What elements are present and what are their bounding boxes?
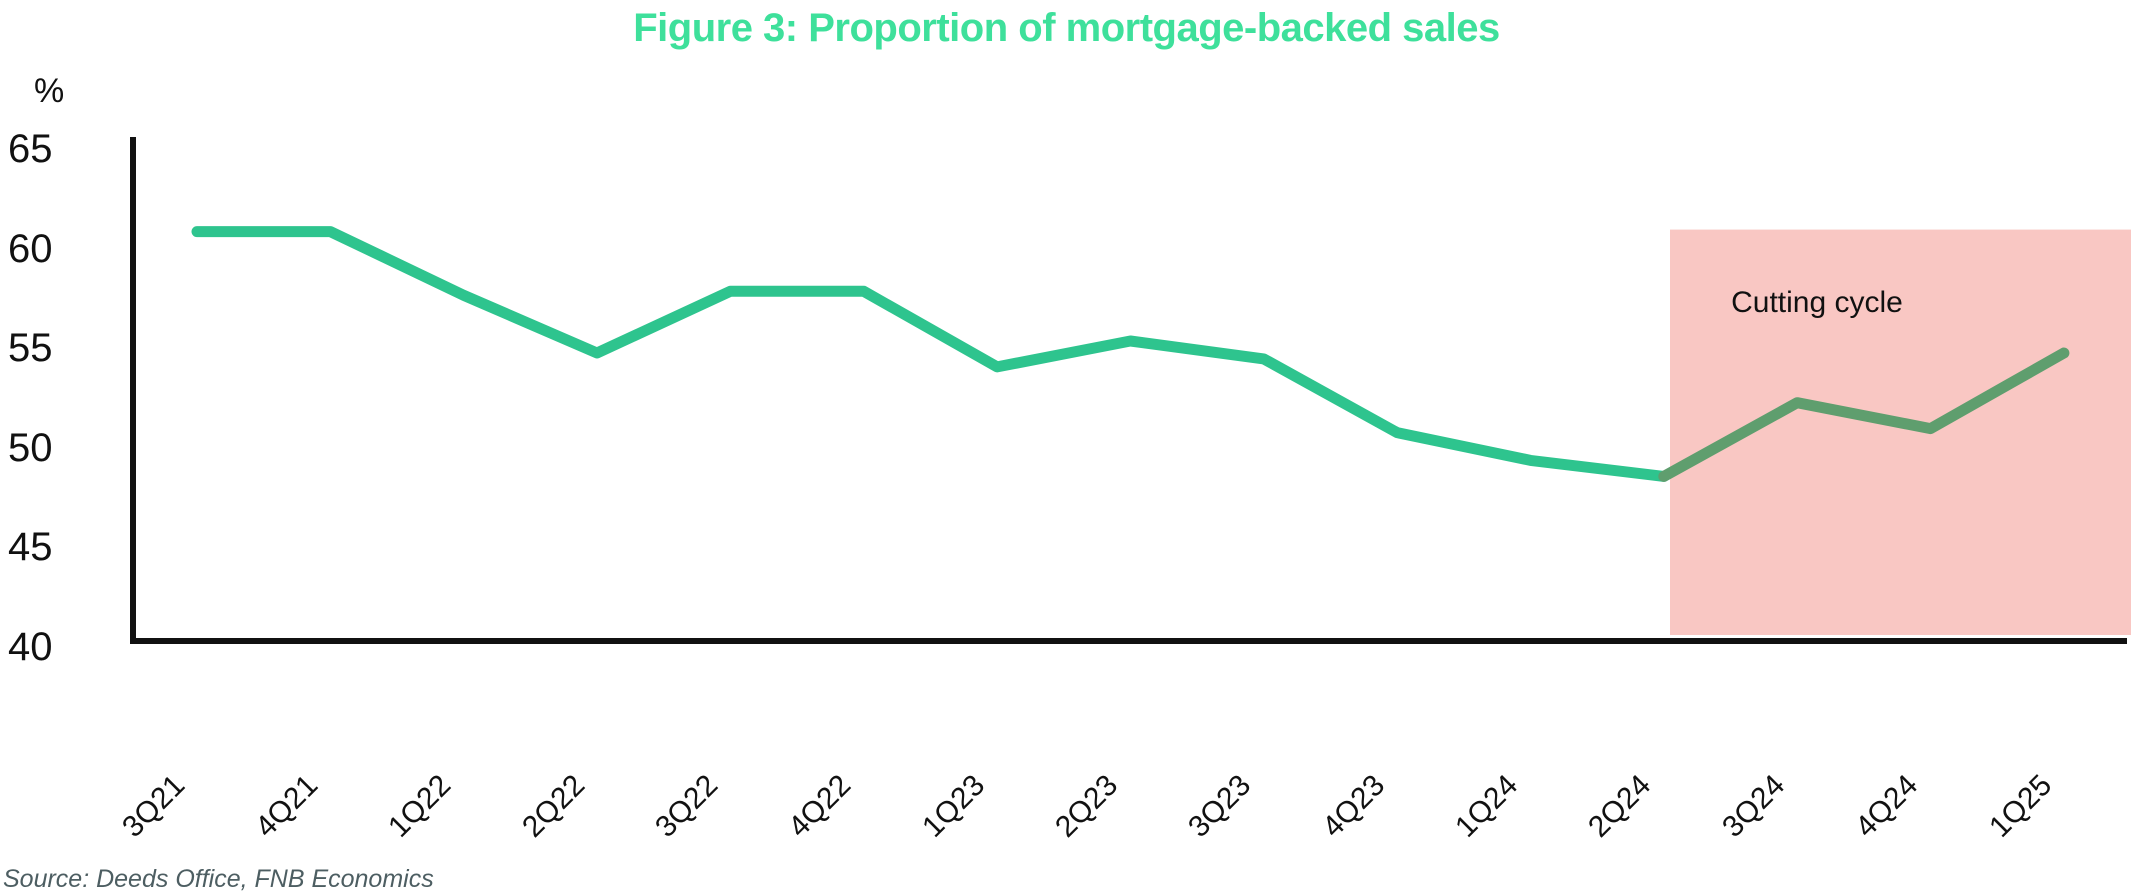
cutting-cycle-label: Cutting cycle xyxy=(1731,286,1903,319)
trend-line-cutting-cycle xyxy=(1658,347,2070,482)
y-tick-label: 40 xyxy=(8,624,53,669)
y-tick-label: 65 xyxy=(8,127,53,172)
y-tick-label: 60 xyxy=(8,226,53,271)
y-tick-label: 55 xyxy=(8,326,53,371)
chart-title: Figure 3: Proportion of mortgage-backed … xyxy=(633,6,1500,50)
y-tick-label: 45 xyxy=(8,525,53,570)
source-note: Source: Deeds Office, FNB Economics xyxy=(3,865,434,893)
y-tick-label: 50 xyxy=(8,425,53,470)
trend-line-historical xyxy=(191,226,1670,482)
y-axis-unit-label: % xyxy=(34,72,65,110)
